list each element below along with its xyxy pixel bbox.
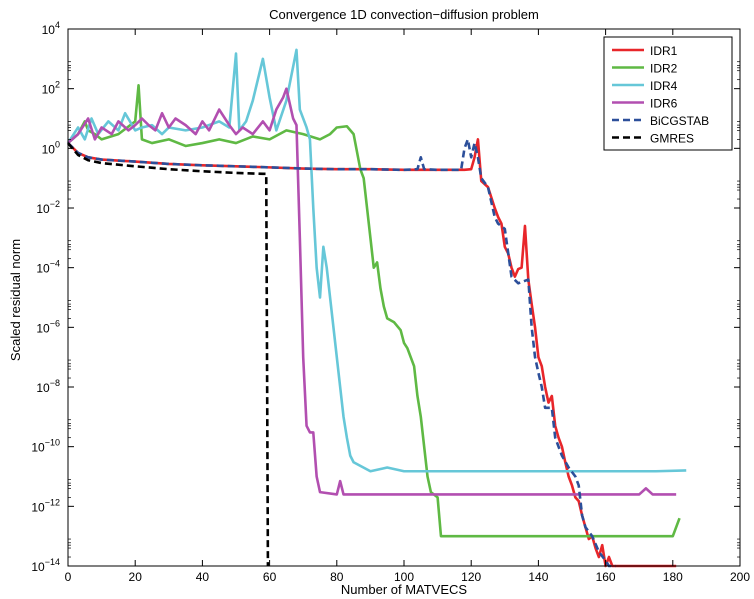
- y-tick-label: 104: [42, 20, 60, 37]
- y-axis-label: Scaled residual norm: [8, 239, 23, 361]
- legend-label-gmres: GMRES: [650, 132, 694, 146]
- y-tick-label: 100: [42, 139, 60, 156]
- legend-box: [603, 36, 733, 151]
- y-tick-label: 102: [42, 80, 60, 97]
- legend-label-bicgstab: BiCGSTAB: [650, 114, 709, 128]
- x-tick-label: 0: [65, 570, 72, 584]
- series-layer: [66, 48, 687, 568]
- x-tick-label: 180: [663, 570, 683, 584]
- x-tick-label: 100: [394, 570, 414, 584]
- chart-title: Convergence 1D convection−diffusion prob…: [269, 7, 539, 22]
- series-line-idr2: [67, 83, 681, 538]
- x-tick-label: 160: [596, 570, 616, 584]
- y-tick-label: 10−8: [36, 378, 60, 395]
- axes-layer: 0 20 40 60 80 100 120 140 160 180 200 10−14 10−12 10−…: [31, 20, 750, 584]
- series-line-bicgstab: [67, 138, 616, 568]
- y-tick-label: 10−6: [36, 318, 60, 335]
- legend-label-idr1: IDR1: [650, 44, 678, 58]
- y-tick-label: 10−14: [31, 557, 60, 574]
- x-tick-label: 20: [129, 570, 143, 584]
- x-tick-label: 40: [196, 570, 210, 584]
- x-tick-label: 200: [730, 570, 750, 584]
- y-tick-label: 10−12: [31, 497, 60, 514]
- legend: IDR1 IDR2 IDR4 IDR6 BiCGSTAB GMRES: [603, 36, 733, 151]
- x-axis-label: Number of MATVECS: [341, 582, 468, 597]
- legend-label-idr4: IDR4: [650, 79, 678, 93]
- y-tick-label: 10−4: [36, 259, 60, 276]
- x-tick-label: 60: [263, 570, 277, 584]
- series-line-idr6: [67, 87, 677, 496]
- x-tick-label: 140: [528, 570, 548, 584]
- x-tick-label: 80: [330, 570, 344, 584]
- y-tick-label: 10−10: [31, 438, 60, 455]
- legend-label-idr6: IDR6: [650, 97, 678, 111]
- series-line-idr4: [66, 48, 687, 473]
- x-tick-label: 120: [461, 570, 481, 584]
- series-line-gmres: [67, 142, 270, 567]
- legend-label-idr2: IDR2: [650, 62, 678, 76]
- y-tick-label: 10−2: [36, 199, 60, 216]
